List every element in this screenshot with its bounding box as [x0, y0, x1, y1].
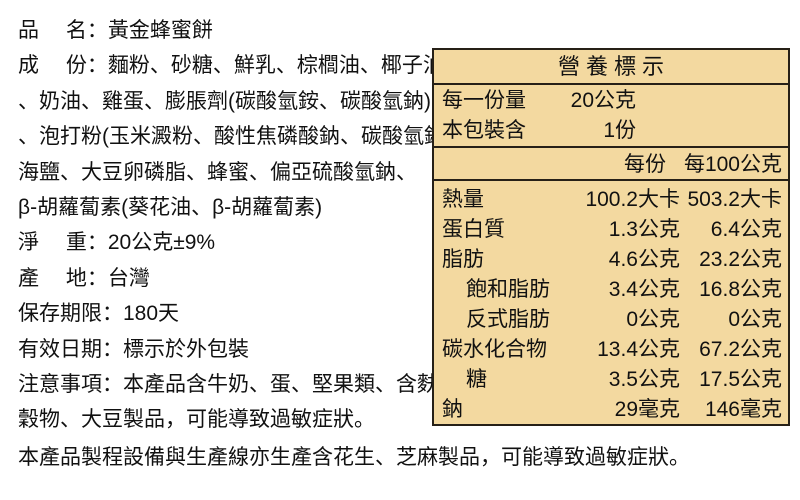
allergen-footer: 本產品製程設備與生產線亦生產含花生、芝麻製品，可能導致過敏症狀。	[18, 446, 690, 469]
serving-size-label: 每一份量	[442, 89, 526, 112]
ingredients-line-5: β-胡蘿蔔素(葵花油、β-胡蘿蔔素)	[18, 195, 323, 219]
row-label: 脂肪	[442, 248, 484, 271]
row-per-100g: 23.2公克	[699, 248, 782, 271]
nutrition-row-fat: 脂肪 4.6公克 23.2公克	[442, 243, 782, 273]
nutrition-facts-table: 營養標示 每一份量 20公克 本包裝含 1份 每份 每100公克 熱量 100.…	[432, 48, 790, 426]
row-per-serving: 29毫克	[614, 398, 680, 421]
row-per-100g: 17.5公克	[699, 368, 782, 391]
serving-size-value: 20公克	[570, 89, 636, 112]
row-label: 飽和脂肪	[466, 278, 550, 301]
servings-per-pack-value: 1份	[603, 119, 636, 142]
nutrition-row-sugar: 糖 3.5公克 17.5公克	[442, 363, 782, 393]
row-per-serving: 1.3公克	[608, 218, 680, 241]
row-per-100g: 0公克	[728, 308, 782, 331]
origin-line: 產 地：台灣	[18, 266, 150, 290]
ingredients-line-4: 海鹽、大豆卵磷脂、蜂蜜、偏亞硫酸氫鈉、	[18, 160, 417, 184]
nutrition-row-trans-fat: 反式脂肪 0公克 0公克	[442, 303, 782, 333]
row-per-serving: 4.6公克	[608, 248, 680, 271]
row-per-serving: 3.5公克	[608, 368, 680, 391]
row-per-serving: 13.4公克	[597, 338, 680, 361]
column-header-per-serving: 每份	[624, 153, 666, 176]
product-info: 品 名：黃金蜂蜜餅 成 份：麵粉、砂糖、鮮乳、棕櫚油、椰子油 、奶油、雞蛋、膨脹…	[18, 13, 494, 438]
servings-per-pack-label: 本包裝含	[442, 119, 526, 142]
ingredients-line-1: 成 份：麵粉、砂糖、鮮乳、棕櫚油、椰子油	[18, 54, 444, 78]
row-per-serving: 3.4公克	[608, 278, 680, 301]
shelf-life-line: 保存期限：180天	[18, 302, 180, 326]
serving-info: 每一份量 20公克 本包裝含 1份	[434, 85, 788, 148]
row-label: 蛋白質	[442, 218, 505, 241]
allergen-notice-line-2: 穀物、大豆製品，可能導致過敏症狀。	[18, 408, 375, 432]
row-per-serving: 0公克	[626, 308, 680, 331]
row-per-100g: 146毫克	[704, 398, 782, 421]
net-weight-line: 淨 重：20公克±9%	[18, 231, 216, 255]
column-header-spacer	[442, 148, 575, 179]
nutrition-row-sodium: 鈉 29毫克 146毫克	[442, 393, 782, 423]
row-per-100g: 503.2大卡	[687, 188, 782, 211]
row-per-100g: 67.2公克	[699, 338, 782, 361]
row-per-100g: 16.8公克	[699, 278, 782, 301]
row-label: 熱量	[442, 188, 484, 211]
nutrition-row-calories: 熱量 100.2大卡 503.2大卡	[442, 183, 782, 213]
row-label: 反式脂肪	[466, 308, 550, 331]
serving-size-row: 每一份量 20公克	[442, 86, 788, 116]
nutrition-title: 營養標示	[434, 50, 788, 85]
nutrition-row-carbohydrate: 碳水化合物 13.4公克 67.2公克	[442, 333, 782, 363]
row-label: 糖	[466, 368, 487, 391]
column-header-per-100g: 每100公克	[683, 153, 782, 176]
product-name-line: 品 名：黃金蜂蜜餅	[18, 19, 213, 42]
nutrition-rows: 熱量 100.2大卡 503.2大卡 蛋白質 1.3公克 6.4公克 脂肪 4.…	[434, 181, 788, 425]
nutrition-column-headers: 每份 每100公克	[434, 148, 788, 181]
expiry-date-line: 有效日期：標示於外包裝	[18, 337, 249, 361]
row-per-serving: 100.2大卡	[585, 188, 680, 211]
allergen-notice-line-1: 注意事項：本產品含牛奶、蛋、堅果類、含麩質的	[18, 372, 480, 396]
row-label: 碳水化合物	[442, 338, 547, 361]
ingredients-line-2: 、奶油、雞蛋、膨脹劑(碳酸氫銨、碳酸氫鈉)、香料	[18, 89, 494, 113]
nutrition-row-saturated-fat: 飽和脂肪 3.4公克 16.8公克	[442, 273, 782, 303]
nutrition-row-protein: 蛋白質 1.3公克 6.4公克	[442, 213, 782, 243]
row-label: 鈉	[442, 398, 463, 421]
ingredients-line-3: 、泡打粉(玉米澱粉、酸性焦磷酸鈉、碳酸氫鈉)、	[18, 125, 473, 149]
servings-per-pack-row: 本包裝含 1份	[442, 116, 788, 146]
row-per-100g: 6.4公克	[710, 218, 782, 241]
